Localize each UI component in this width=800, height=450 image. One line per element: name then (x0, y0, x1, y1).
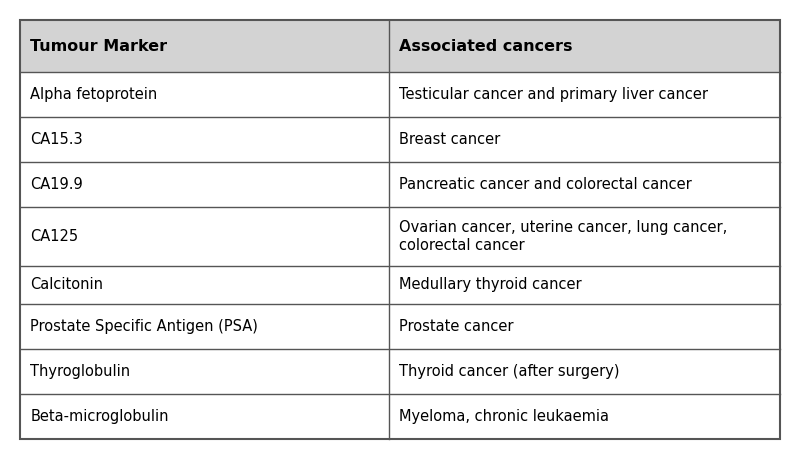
Text: Beta-microglobulin: Beta-microglobulin (30, 409, 169, 424)
Text: Associated cancers: Associated cancers (399, 39, 573, 54)
Text: CA19.9: CA19.9 (30, 177, 83, 192)
Text: CA125: CA125 (30, 229, 78, 244)
Text: Testicular cancer and primary liver cancer: Testicular cancer and primary liver canc… (399, 87, 708, 102)
Text: Thyroid cancer (after surgery): Thyroid cancer (after surgery) (399, 364, 619, 379)
Text: Medullary thyroid cancer: Medullary thyroid cancer (399, 277, 582, 292)
Text: Ovarian cancer, uterine cancer, lung cancer,
colorectal cancer: Ovarian cancer, uterine cancer, lung can… (399, 220, 727, 252)
Text: Pancreatic cancer and colorectal cancer: Pancreatic cancer and colorectal cancer (399, 177, 692, 192)
Text: Calcitonin: Calcitonin (30, 277, 103, 292)
Text: Myeloma, chronic leukaemia: Myeloma, chronic leukaemia (399, 409, 609, 424)
Bar (20, 20, 780, 72)
Text: Prostate Specific Antigen (PSA): Prostate Specific Antigen (PSA) (30, 319, 258, 334)
Text: Alpha fetoprotein: Alpha fetoprotein (30, 87, 158, 102)
Text: Breast cancer: Breast cancer (399, 132, 500, 147)
Text: CA15.3: CA15.3 (30, 132, 83, 147)
Text: Thyroglobulin: Thyroglobulin (30, 364, 130, 379)
Text: Prostate cancer: Prostate cancer (399, 319, 514, 334)
Text: Tumour Marker: Tumour Marker (30, 39, 167, 54)
